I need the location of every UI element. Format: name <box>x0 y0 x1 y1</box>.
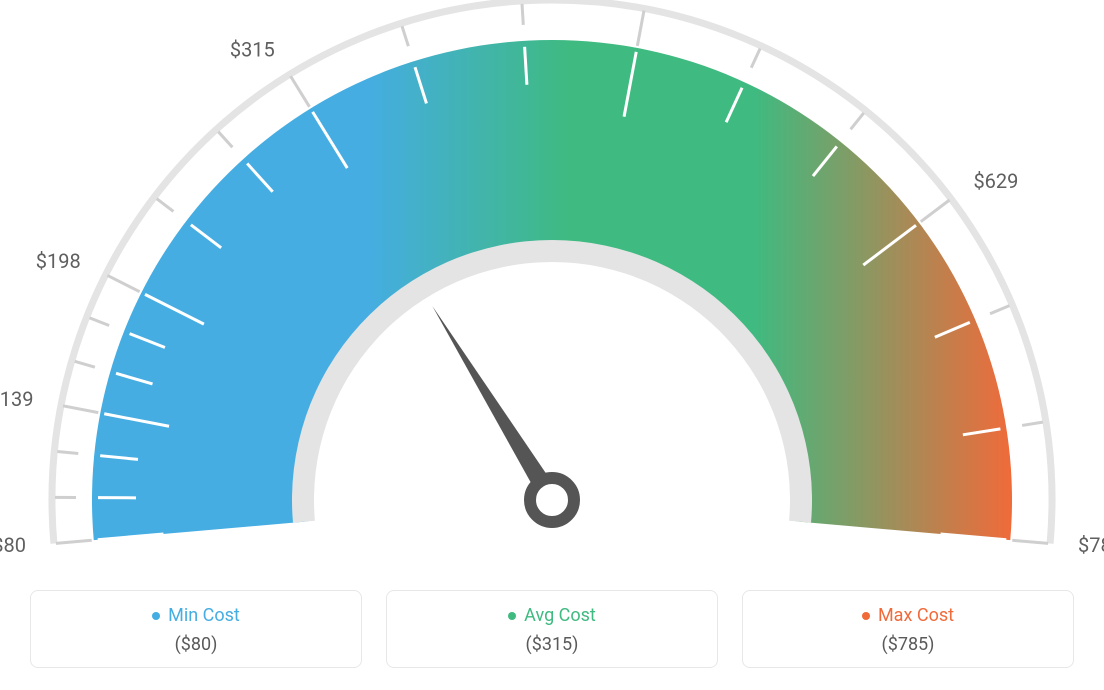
major-tick-outer <box>63 406 98 413</box>
legend-label-row: Max Cost <box>743 605 1073 626</box>
minor-tick-outer <box>990 306 1009 314</box>
tick-label: $629 <box>973 169 1018 193</box>
legend-card: Max Cost ($785) <box>742 590 1074 668</box>
major-tick-outer <box>107 275 139 291</box>
minor-tick-outer <box>1022 422 1043 425</box>
gauge-chart: $80$139$198$315$472$629$785 <box>0 0 1104 580</box>
legend-card: Avg Cost ($315) <box>386 590 718 668</box>
major-tick-outer <box>1012 540 1048 543</box>
legend-card: Min Cost ($80) <box>30 590 362 668</box>
legend-label: Avg Cost <box>524 605 596 626</box>
minor-tick-outer <box>57 451 78 453</box>
legend-value: ($785) <box>743 634 1073 655</box>
tick-label: $785 <box>1078 533 1104 557</box>
minor-tick-outer <box>522 4 523 25</box>
minor-tick-outer <box>90 318 110 326</box>
legend-dot <box>508 612 516 620</box>
gauge-chart-container: $80$139$198$315$472$629$785 Min Cost($80… <box>0 0 1104 690</box>
legend-label: Min Cost <box>168 605 240 626</box>
legend-dot <box>862 612 870 620</box>
minor-tick-outer <box>75 361 95 367</box>
major-tick-outer <box>921 200 950 222</box>
minor-tick-outer <box>218 132 232 148</box>
legend-value: ($80) <box>31 634 361 655</box>
gauge-needle-hub <box>530 478 574 522</box>
tick-label: $139 <box>0 387 34 411</box>
legend-label: Max Cost <box>878 605 954 626</box>
minor-tick-outer <box>751 49 760 68</box>
major-tick-outer <box>637 11 644 46</box>
major-tick-outer <box>56 540 92 543</box>
minor-tick-outer <box>157 199 174 212</box>
legend-value: ($315) <box>387 634 717 655</box>
minor-tick-outer <box>851 113 864 129</box>
tick-label: $198 <box>36 249 81 273</box>
legend-row: Min Cost ($80) Avg Cost ($315) Max Cost ($785… <box>30 590 1074 668</box>
tick-label: $315 <box>230 38 275 62</box>
legend-label-row: Avg Cost <box>387 605 717 626</box>
major-tick-outer <box>291 76 310 107</box>
tick-label: $80 <box>0 533 26 557</box>
legend-dot <box>152 612 160 620</box>
legend-label-row: Min Cost <box>31 605 361 626</box>
minor-tick-outer <box>402 26 408 46</box>
